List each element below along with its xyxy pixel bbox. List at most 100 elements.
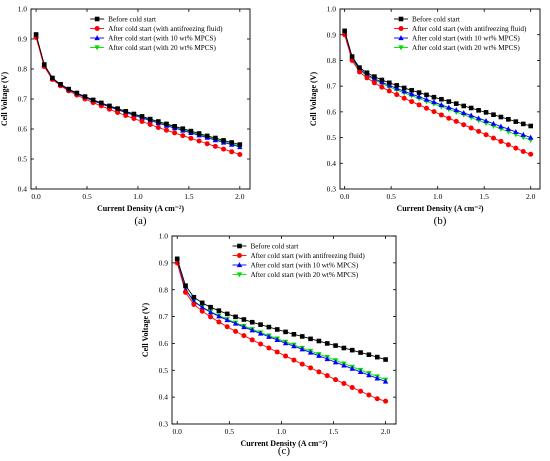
chart-panel: 0.0 0.5 1.0 1.5 2.0 0.3 0.4 0.5 0.6 0.7 0.8 0.9 1.0 C… xyxy=(141,232,397,457)
data-point xyxy=(357,368,364,374)
data-point xyxy=(229,149,235,155)
legend-entry: After cold start (with 10 wt% MPCS) xyxy=(108,35,216,43)
series xyxy=(33,35,243,157)
y-tick-label: 1.0 xyxy=(327,5,337,14)
data-point xyxy=(208,304,213,310)
data-point xyxy=(416,93,422,99)
data-point xyxy=(490,135,496,141)
y-tick-label: 0.7 xyxy=(327,82,337,91)
data-point xyxy=(475,115,482,121)
data-point xyxy=(528,123,533,129)
data-point xyxy=(196,138,202,144)
data-point xyxy=(216,313,222,319)
data-point xyxy=(506,117,511,122)
data-point xyxy=(291,331,297,337)
data-point xyxy=(208,314,214,320)
data-point xyxy=(527,134,534,140)
data-point xyxy=(324,373,330,379)
data-point xyxy=(163,127,169,133)
x-tick-label: 2.0 xyxy=(381,427,391,436)
legend-entry: Before cold start xyxy=(108,16,156,24)
data-point xyxy=(366,372,372,378)
data-point xyxy=(139,114,145,119)
legend-marker xyxy=(94,45,100,51)
data-point xyxy=(490,120,497,126)
x-tick-label: 0.0 xyxy=(31,192,41,201)
data-point xyxy=(423,96,430,102)
data-point xyxy=(90,97,96,103)
y-tick-label: 0.4 xyxy=(327,159,337,168)
legend-entry: Before cold start xyxy=(412,16,460,24)
series-line xyxy=(176,261,386,381)
legend-entry: After cold start (with 10 wt% MPCS) xyxy=(412,35,520,43)
x-tick-label: 1.5 xyxy=(329,427,339,436)
data-point xyxy=(191,294,197,300)
data-point xyxy=(401,95,407,101)
data-point xyxy=(241,324,247,330)
data-point xyxy=(498,114,504,120)
data-point xyxy=(212,143,218,149)
legend-entry: After cold start (with antifreezing flui… xyxy=(412,25,527,33)
data-point xyxy=(409,99,415,105)
data-point xyxy=(41,62,47,67)
legend-entry: After cold start (with 20 wt% MPCS) xyxy=(250,271,358,279)
data-point xyxy=(196,131,202,136)
data-point xyxy=(224,317,230,323)
data-point xyxy=(416,102,422,108)
data-point xyxy=(483,110,489,115)
data-point xyxy=(461,122,467,128)
data-point xyxy=(66,86,71,92)
data-point xyxy=(131,116,137,121)
data-point xyxy=(224,324,230,330)
data-point xyxy=(147,116,153,122)
x-tick-label: 0.5 xyxy=(82,192,92,201)
legend-marker xyxy=(398,35,404,41)
data-point xyxy=(453,101,459,106)
legend-marker xyxy=(94,16,100,22)
y-tick-label: 0.9 xyxy=(159,258,169,267)
plot-frame xyxy=(339,8,541,190)
data-point xyxy=(183,283,188,288)
data-point xyxy=(155,125,161,130)
legend-marker xyxy=(94,26,100,31)
data-point xyxy=(82,94,88,99)
series xyxy=(342,32,534,157)
data-point xyxy=(498,138,504,144)
data-point xyxy=(249,337,255,343)
data-point xyxy=(172,124,177,129)
data-point xyxy=(505,126,512,132)
legend-entry: After cold start (with antifreezing flui… xyxy=(108,25,223,33)
data-point xyxy=(74,90,80,96)
data-point xyxy=(183,289,189,295)
data-point xyxy=(180,133,186,139)
data-point xyxy=(274,337,280,343)
data-point xyxy=(357,65,362,70)
data-point xyxy=(333,377,339,383)
x-axis-label: Current Density (A cm⁻²) xyxy=(240,439,327,448)
data-point xyxy=(308,365,314,371)
data-point xyxy=(199,304,205,310)
legend-marker xyxy=(398,45,404,51)
data-point xyxy=(299,334,305,339)
data-point xyxy=(274,327,280,332)
data-point xyxy=(416,90,422,95)
data-point xyxy=(453,118,459,124)
data-point xyxy=(468,112,474,118)
data-point xyxy=(342,28,347,34)
data-point xyxy=(528,151,534,157)
y-tick-label: 0.7 xyxy=(159,312,169,321)
data-point xyxy=(446,99,452,104)
data-point xyxy=(266,345,272,351)
data-point xyxy=(258,341,264,347)
data-point xyxy=(401,85,407,91)
y-tick-label: 0.3 xyxy=(327,185,337,194)
plot-frame xyxy=(171,235,397,425)
series xyxy=(342,28,533,129)
data-point xyxy=(299,361,305,367)
data-point xyxy=(233,314,238,320)
data-point xyxy=(438,112,444,118)
panel-label: (c) xyxy=(278,445,291,457)
